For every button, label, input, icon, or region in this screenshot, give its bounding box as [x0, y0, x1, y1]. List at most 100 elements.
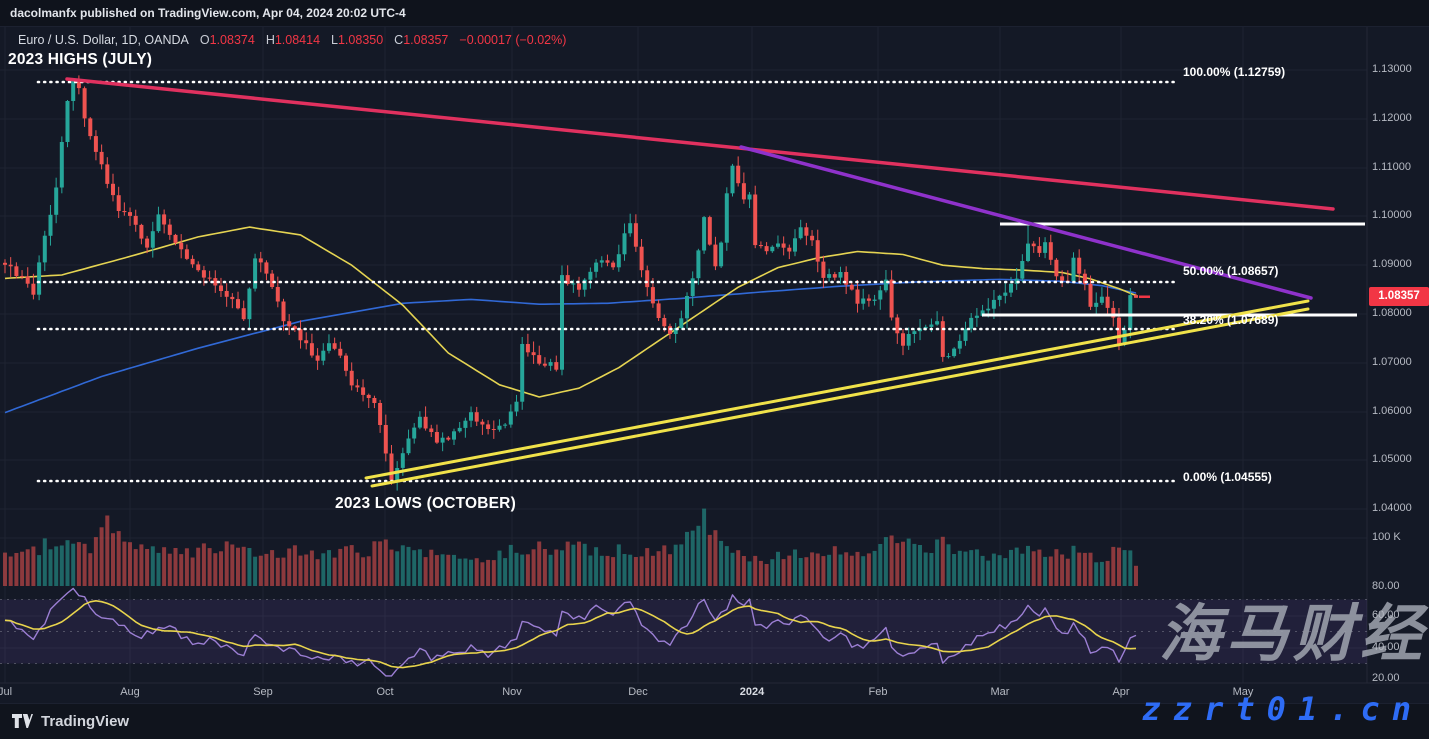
volume-bar [82, 543, 87, 586]
volume-bar [452, 554, 456, 586]
candle [974, 308, 979, 327]
indicator-axis-label: 20.00 [1372, 672, 1400, 684]
volume-bar [1099, 561, 1104, 586]
ma-slow-blue-line [4, 278, 1137, 414]
volume-bar [304, 554, 309, 586]
volume-bar [582, 543, 587, 586]
attribution-text: dacolmanfx published on TradingView.com,… [10, 6, 406, 20]
symbol-title[interactable]: Euro / U.S. Dollar, 1D, OANDA [18, 33, 189, 47]
candle [628, 213, 633, 237]
candle [1014, 268, 1019, 290]
candle [747, 192, 752, 209]
volume-bar [560, 550, 564, 586]
volume-bar [156, 552, 161, 586]
volume-bar [730, 552, 735, 586]
price-axis-label: 1.05000 [1372, 453, 1412, 465]
candle [281, 298, 286, 331]
volume-bar [105, 515, 110, 586]
volume-bar [298, 555, 303, 586]
volume-bar [889, 535, 894, 586]
candle [480, 419, 485, 435]
volume-bar [849, 555, 854, 586]
candle [633, 214, 638, 252]
volume-bar [1082, 552, 1087, 586]
volume-bar [963, 551, 968, 586]
volume-bar [690, 530, 695, 586]
time-axis-label: 2024 [739, 686, 765, 698]
ascending-support-lower [370, 307, 1310, 488]
volume-bar [741, 556, 746, 586]
ascending-support-upper [364, 299, 1310, 480]
volume-bar [991, 553, 996, 586]
candle [1077, 249, 1082, 284]
rsi-band [0, 599, 1367, 664]
candle [1003, 282, 1008, 304]
candle [730, 163, 735, 197]
volume-bar [599, 555, 604, 586]
symbol-legend[interactable]: Euro / U.S. Dollar, 1D, OANDA O1.08374 H1.… [18, 33, 566, 47]
tradingview-logo-icon[interactable] [12, 714, 33, 729]
candle [383, 414, 388, 462]
volume-bar [588, 555, 593, 586]
volume-bar [400, 545, 405, 586]
candle [656, 299, 661, 321]
volume-bar [434, 555, 439, 586]
candle [156, 206, 161, 233]
volume-bar [832, 546, 837, 586]
volume-bar [793, 549, 797, 586]
candle [349, 362, 354, 391]
candle [486, 420, 491, 435]
candle [1088, 275, 1093, 310]
candle [116, 186, 121, 218]
candle [82, 86, 87, 127]
candle [696, 248, 701, 285]
volume-bar [781, 559, 786, 586]
volume-bar [764, 564, 769, 586]
candle [219, 277, 223, 297]
volume-bar [611, 557, 616, 586]
volume-bar [372, 541, 377, 586]
volume-bar [275, 557, 280, 586]
fib-level-label: 38.20% (1.07689) [1183, 313, 1279, 327]
candle [162, 209, 167, 234]
candle [906, 327, 911, 350]
candle [1037, 237, 1042, 257]
volume-bar [469, 559, 473, 586]
price-axis-label: 1.04000 [1372, 502, 1412, 514]
volume-bar [508, 544, 513, 586]
candle [685, 292, 689, 329]
candle [554, 355, 559, 372]
volume-bar [594, 547, 599, 586]
candle [309, 333, 314, 358]
candle [258, 251, 263, 273]
descending-resistance-minor [739, 145, 1313, 300]
volume-bar [1071, 545, 1076, 586]
tradingview-logo-text[interactable]: TradingView [41, 713, 130, 730]
price-axis-label: 1.07000 [1372, 356, 1412, 368]
fib-levels-layer [36, 80, 1177, 483]
candle [395, 461, 400, 491]
annotation-2023-lows[interactable]: 2023 LOWS (OCTOBER) [335, 495, 516, 512]
annotation-2023-highs[interactable]: 2023 HIGHS (JULY) [8, 51, 153, 68]
volume-bar [787, 555, 792, 586]
candle [707, 215, 712, 246]
candle [827, 268, 832, 282]
volume-bar [440, 554, 445, 586]
volume-bar [571, 544, 576, 586]
candle [355, 379, 360, 392]
candle [304, 332, 309, 350]
volume-layer [3, 508, 1138, 586]
candle [946, 353, 951, 359]
candle [344, 353, 348, 377]
volume-bar [542, 549, 547, 586]
volume-bar [1122, 550, 1127, 586]
volume-bar [196, 547, 201, 586]
ohlc-open-label: O [199, 33, 210, 47]
candle [690, 271, 695, 306]
candle [207, 270, 212, 282]
candle [605, 254, 610, 267]
candle [14, 262, 19, 279]
candle [963, 321, 968, 346]
footer-bar: TradingView [0, 703, 1429, 739]
